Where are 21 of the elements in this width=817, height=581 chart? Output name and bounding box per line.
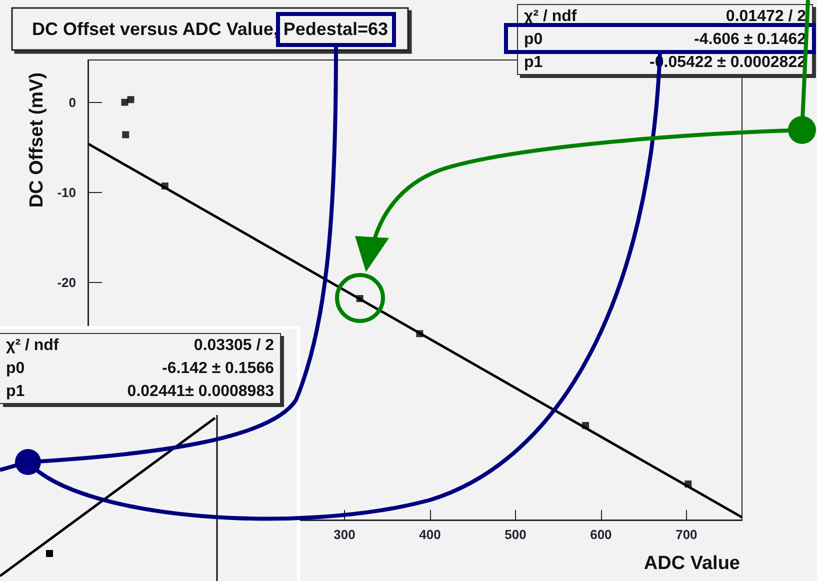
x-axis-title: ADC Value bbox=[644, 553, 740, 574]
x-tick-label: 500 bbox=[504, 527, 526, 542]
x-tick-label: 600 bbox=[590, 527, 612, 542]
chart-title: DC Offset versus ADC Value, Pedestal=63 bbox=[32, 19, 388, 39]
text: χ² / ndf bbox=[6, 336, 59, 356]
annotation: p1 bbox=[524, 53, 543, 73]
y-tick-label: 0 bbox=[68, 94, 76, 110]
x-tick-label: 400 bbox=[419, 527, 441, 542]
text: p0 bbox=[524, 30, 543, 50]
annotation: 0.03305 / 2 bbox=[194, 336, 274, 356]
annotation: 0.02441± 0.0008983 bbox=[127, 382, 274, 402]
text: 0.01472 / 2 bbox=[726, 7, 806, 27]
y-tick-label: -10 bbox=[57, 184, 76, 200]
x-tick-label: 700 bbox=[676, 527, 698, 542]
y-tick-label: -20 bbox=[57, 274, 76, 290]
x-tick-label: 300 bbox=[334, 527, 356, 542]
text: -4.606 ± 0.1462 bbox=[694, 30, 806, 50]
text: p0 bbox=[6, 359, 25, 379]
annotation: -6.142 ± 0.1566 bbox=[162, 359, 274, 379]
y-axis-title: DC Offset (mV) bbox=[26, 72, 48, 208]
text: p1 bbox=[6, 382, 25, 402]
